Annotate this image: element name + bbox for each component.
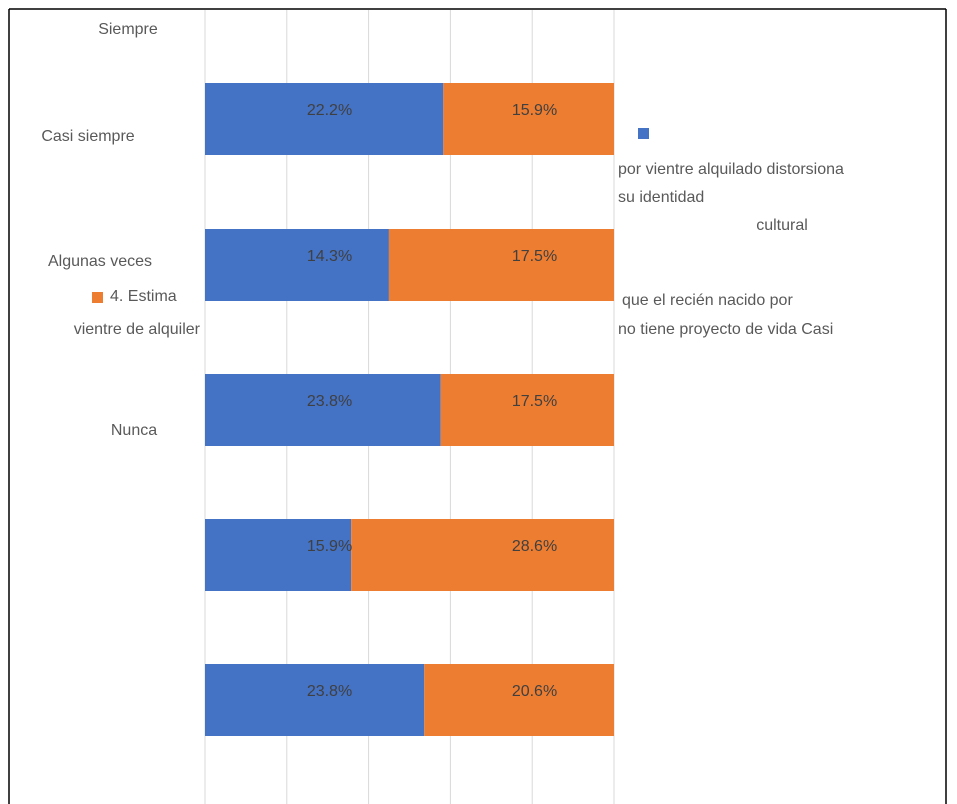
data-label: 17.5% [512, 248, 557, 265]
bar-segment [205, 83, 444, 155]
bar-segment [205, 519, 352, 591]
legend-swatch [92, 292, 103, 303]
bar-segment [424, 664, 614, 736]
legend-swatch [638, 128, 649, 139]
data-label: 20.6% [512, 683, 557, 700]
data-label: 15.9% [512, 102, 557, 119]
data-label: 22.2% [307, 102, 352, 119]
data-label: 23.8% [307, 683, 352, 700]
data-label: 28.6% [512, 538, 557, 555]
legend-line: que el recién nacido por [622, 292, 793, 309]
legend-label: por vientre alquilado distorsiona su iden… [618, 161, 844, 234]
category-label: Nunca [111, 422, 157, 439]
legend-line: 4. Estima [110, 288, 177, 305]
bar-segment [351, 519, 614, 591]
bar-segment [440, 374, 614, 446]
data-label: 23.8% [307, 393, 352, 410]
legend-line: vientre de alquiler [74, 321, 201, 338]
bar-segment [205, 664, 425, 736]
category-label: Siempre [98, 21, 158, 38]
bar-segment [388, 229, 614, 301]
bar-segment [205, 229, 389, 301]
category-label: Casi siempre [41, 128, 134, 145]
legend-line: por vientre alquilado distorsiona [618, 161, 844, 178]
data-label: 14.3% [307, 248, 352, 265]
bar-segment [205, 374, 441, 446]
bar-layer: 22.2% 15.9% 14.3% 17.5% 23.8% 17.5% 15.9% 28.6%… [205, 83, 614, 736]
legend-label: 4. Estima que el recién nacido por vientre… [74, 288, 834, 338]
legend-line: cultural [756, 217, 808, 234]
legend-line: no tiene proyecto de vida Casi [618, 321, 833, 338]
legend-line: su identidad [618, 189, 704, 206]
category-label: Algunas veces [48, 253, 152, 270]
data-label: 15.9% [307, 538, 352, 555]
data-label: 17.5% [512, 393, 557, 410]
bar-segment [443, 83, 614, 155]
